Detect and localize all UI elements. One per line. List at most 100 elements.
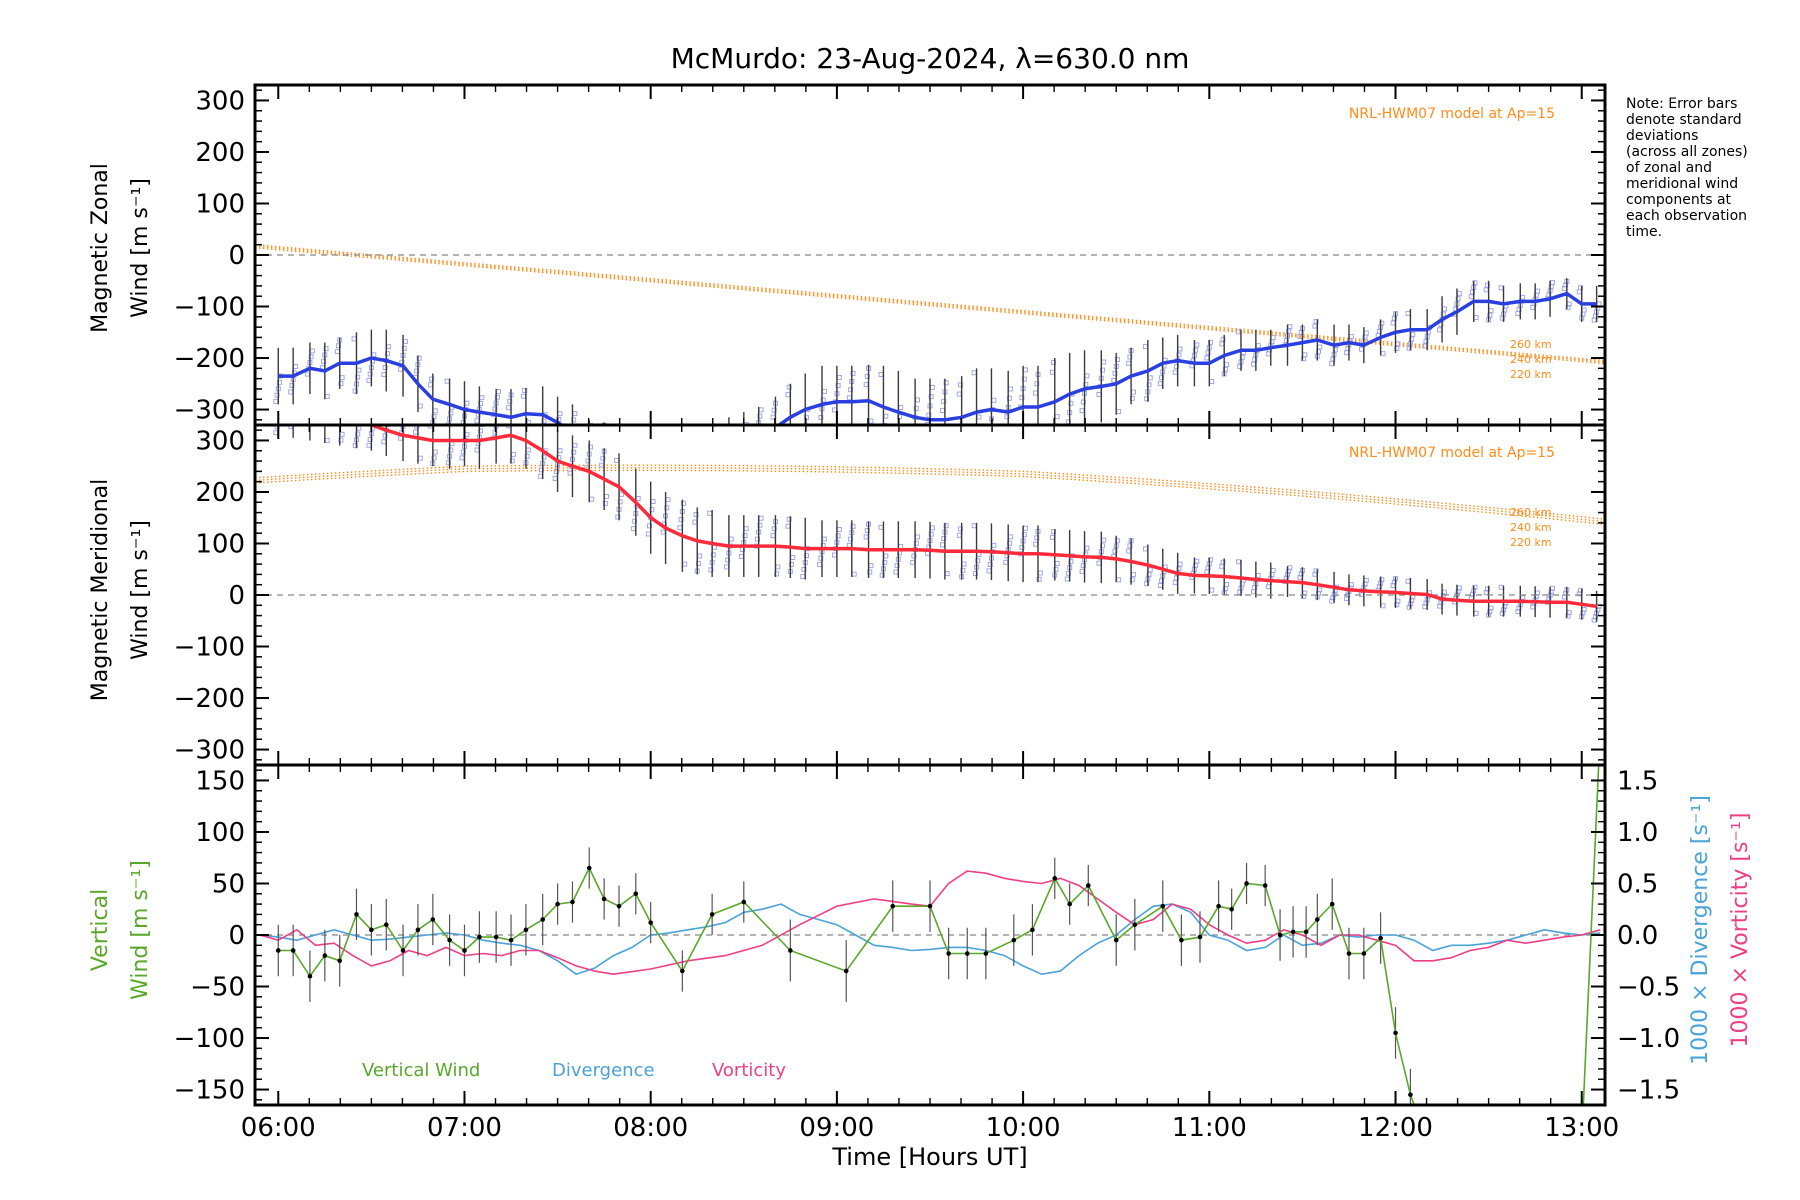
zone-point xyxy=(848,387,854,393)
zone-point xyxy=(1565,613,1571,619)
zone-point xyxy=(1129,395,1135,401)
zone-point xyxy=(1270,567,1276,573)
zone-point xyxy=(664,505,670,511)
zone-point xyxy=(682,561,688,567)
zone-point xyxy=(1129,577,1135,583)
zone-point xyxy=(850,523,856,529)
zone-point xyxy=(791,427,795,431)
zone-point xyxy=(1144,581,1150,587)
zone-point xyxy=(618,491,624,497)
zone-point xyxy=(1006,540,1012,546)
vertical-wind-point xyxy=(1216,903,1221,909)
zone-point xyxy=(863,534,869,540)
vertical-wind-point xyxy=(415,927,421,933)
note-line: components at xyxy=(1626,192,1732,208)
zone-point xyxy=(879,572,885,578)
vertical-wind-point xyxy=(1290,929,1296,935)
zone-point xyxy=(929,384,935,390)
zone-point xyxy=(416,355,422,361)
zone-point xyxy=(771,407,777,413)
zone-point xyxy=(1255,572,1261,578)
zone-point xyxy=(309,401,313,405)
y2-tick-label: 1.5 xyxy=(1617,766,1658,796)
zone-point xyxy=(960,567,966,573)
vertical-ylabel-line1: Vertical xyxy=(88,889,113,971)
zone-point xyxy=(321,358,327,364)
zone-point xyxy=(305,371,311,377)
zone-point xyxy=(1348,333,1354,339)
zone-point xyxy=(1083,382,1089,388)
zone-point xyxy=(697,553,703,559)
zone-point xyxy=(1456,290,1462,296)
zone-point xyxy=(1224,362,1230,368)
zone-point xyxy=(522,419,526,423)
meridional-wind-line xyxy=(361,425,1597,609)
zone-point xyxy=(1038,433,1042,437)
zone-point xyxy=(1036,576,1042,582)
zone-point xyxy=(1358,346,1364,352)
zone-point xyxy=(1101,359,1107,365)
zone-point xyxy=(289,383,295,389)
zone-point xyxy=(1317,344,1323,350)
zone-point xyxy=(352,388,358,394)
zonal-alt-220: 220 km xyxy=(1510,368,1552,381)
zone-point xyxy=(867,569,873,575)
zone-point xyxy=(1563,282,1569,288)
zone-point xyxy=(915,534,921,540)
zone-point xyxy=(336,343,342,349)
zone-point xyxy=(352,443,358,449)
zone-point xyxy=(693,437,697,441)
zone-point xyxy=(1049,369,1055,375)
zone-point xyxy=(1177,561,1183,567)
meridional-ylabel-line2: Wind [m s⁻¹] xyxy=(128,520,153,660)
zone-point xyxy=(941,398,947,404)
zone-point xyxy=(432,408,438,414)
zone-point xyxy=(1176,352,1182,358)
zone-point xyxy=(509,458,515,464)
zone-point xyxy=(1236,559,1242,565)
zone-point xyxy=(1131,572,1137,578)
zone-point xyxy=(944,571,950,577)
y2-tick-label: −1.5 xyxy=(1617,1076,1680,1106)
zone-point xyxy=(775,453,779,457)
zone-point xyxy=(894,443,898,447)
zone-point xyxy=(1220,336,1226,342)
vertical-wind-point xyxy=(540,917,545,922)
zone-point xyxy=(1019,544,1025,550)
zone-point xyxy=(1127,354,1133,360)
zone-point xyxy=(1502,603,1508,609)
vertical-wind-point xyxy=(1361,951,1367,956)
zone-point xyxy=(335,406,339,410)
zone-point xyxy=(337,400,341,404)
vertical-wind-point xyxy=(927,903,933,909)
zone-point xyxy=(402,338,408,344)
zone-point xyxy=(635,496,641,502)
zone-point xyxy=(868,418,874,424)
zone-point xyxy=(1131,389,1137,395)
y-tick-label: −100 xyxy=(174,1024,245,1054)
zone-point xyxy=(1394,346,1400,351)
zonal-wind-line xyxy=(278,291,1597,425)
zone-point xyxy=(1472,584,1478,590)
note-line: deviations xyxy=(1626,128,1698,144)
zone-point xyxy=(971,523,977,529)
zone-point xyxy=(939,408,945,414)
zone-point xyxy=(572,442,578,448)
zone-point xyxy=(507,398,513,404)
zone-point xyxy=(1363,330,1369,336)
zone-point xyxy=(1409,336,1415,342)
vertical-wind-point xyxy=(890,903,896,909)
zone-point xyxy=(538,467,544,473)
zone-point xyxy=(726,456,730,460)
zone-point xyxy=(883,413,889,419)
zone-point xyxy=(496,389,502,395)
zone-point xyxy=(693,512,699,518)
zone-point xyxy=(1484,282,1490,288)
zone-point xyxy=(894,563,900,569)
zonal-alt-260: 260 km xyxy=(1510,338,1552,351)
zone-point xyxy=(913,406,919,412)
y-tick-label: 100 xyxy=(195,818,245,848)
zone-point xyxy=(537,473,543,479)
zone-point xyxy=(387,417,391,421)
zone-point xyxy=(786,516,792,522)
